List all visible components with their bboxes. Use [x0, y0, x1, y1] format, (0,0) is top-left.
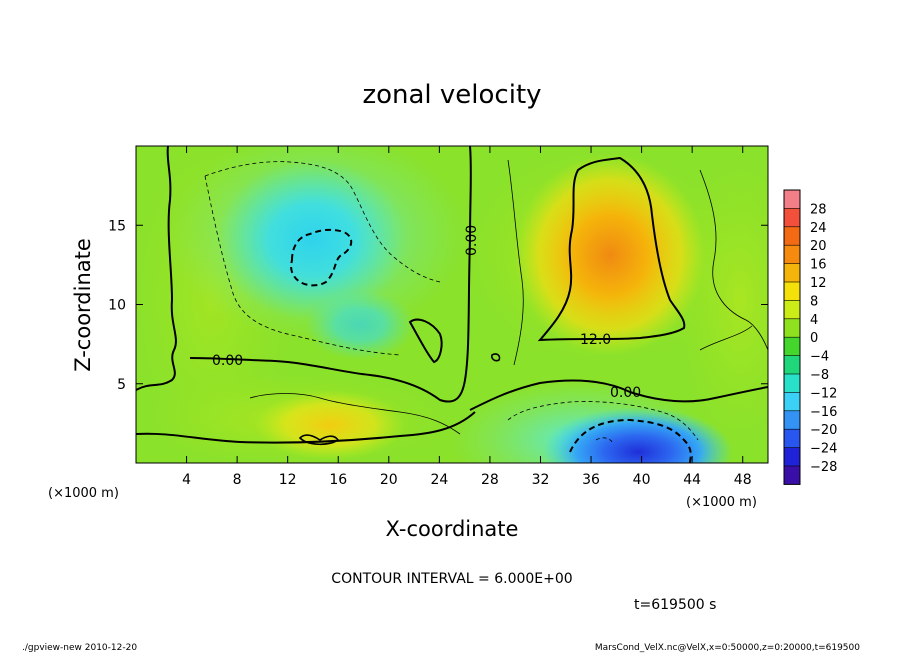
contour-label-zero-vertical: 0.00	[464, 225, 480, 256]
x-axis-title: X-coordinate	[386, 517, 519, 541]
x-unit-label-right: (×1000 m)	[686, 495, 757, 510]
contour-label-zero-left: 0.00	[212, 353, 243, 369]
x-tick-label: 8	[233, 472, 242, 488]
contour-labels: 0.00 0.00 0.00 12.0	[212, 225, 641, 401]
colorbar-swatch	[784, 318, 800, 338]
colorbar-label: 12	[810, 276, 827, 291]
x-tick-label: 28	[481, 472, 499, 488]
x-unit-label-left: (×1000 m)	[48, 486, 119, 501]
footer-left: ./gpview-new 2010-12-20	[22, 643, 137, 653]
colorbar-swatch	[784, 392, 800, 411]
colorbar-label: −4	[810, 350, 829, 365]
colorbar-swatch	[784, 190, 800, 209]
x-tick-label: 40	[633, 472, 651, 488]
y-tick-label: 5	[117, 377, 126, 393]
x-tick-label: 12	[279, 472, 297, 488]
x-tick-label: 32	[532, 472, 550, 488]
colorbar-swatch	[784, 374, 800, 393]
field-shading	[136, 146, 768, 463]
contour-label-twelve: 12.0	[580, 332, 611, 348]
y-axis-title: Z-coordinate	[71, 238, 95, 372]
contour-interval-text: CONTOUR INTERVAL = 6.000E+00	[331, 571, 572, 587]
chart-title: zonal velocity	[362, 80, 541, 110]
colorbar-label: 8	[810, 294, 818, 309]
colorbar-label: −24	[810, 442, 837, 457]
colorbar-label: −20	[810, 423, 837, 438]
x-tick-label: 16	[329, 472, 347, 488]
footer-right: MarsCond_VelX.nc@VelX,x=0:50000,z=0:2000…	[595, 643, 860, 653]
colorbar-swatch	[784, 429, 800, 448]
colorbar-label: −28	[810, 460, 837, 475]
time-label: t=619500 s	[634, 597, 716, 613]
colorbar-label: 20	[810, 239, 827, 254]
colorbar-label: −16	[810, 405, 837, 420]
colorbar-swatch	[784, 410, 800, 430]
colorbar-swatch	[784, 300, 800, 319]
colorbar-swatch	[784, 447, 800, 466]
y-tick-label: 10	[108, 298, 126, 314]
x-tick-label: 44	[683, 472, 701, 488]
colorbar-swatch	[784, 208, 800, 227]
colorbar-label: 16	[810, 258, 827, 273]
y-axis: 5 10 15	[108, 218, 768, 393]
colorbar-label: 24	[810, 221, 827, 236]
y-tick-label: 15	[108, 218, 126, 234]
colorbar-label: −8	[810, 368, 829, 383]
x-tick-label: 4	[182, 472, 191, 488]
x-axis: 4 8 12 16 20 24 28 32 36 40 44 48	[182, 146, 752, 488]
colorbar: 28 24 20 16 12 8 4 0 −4 −8 −12 −16 −20 −24 −28	[783, 189, 837, 485]
colorbar-label: 28	[810, 202, 827, 217]
colorbar-swatch	[784, 282, 800, 301]
contour-label-zero-bottom: 0.00	[610, 385, 641, 401]
colorbar-label: 4	[810, 313, 818, 328]
x-tick-label: 20	[380, 472, 398, 488]
x-tick-label: 24	[430, 472, 448, 488]
colorbar-label: 0	[810, 331, 818, 346]
colorbar-swatch	[784, 245, 800, 264]
contour-lines	[136, 146, 768, 463]
colorbar-label: −12	[810, 386, 837, 401]
colorbar-swatch	[784, 355, 800, 374]
colorbar-swatch	[784, 226, 800, 246]
colorbar-swatch	[784, 466, 800, 485]
colorbar-swatch	[784, 263, 800, 282]
colorbar-swatch	[784, 337, 800, 356]
x-tick-label: 36	[582, 472, 600, 488]
x-tick-label: 48	[734, 472, 752, 488]
